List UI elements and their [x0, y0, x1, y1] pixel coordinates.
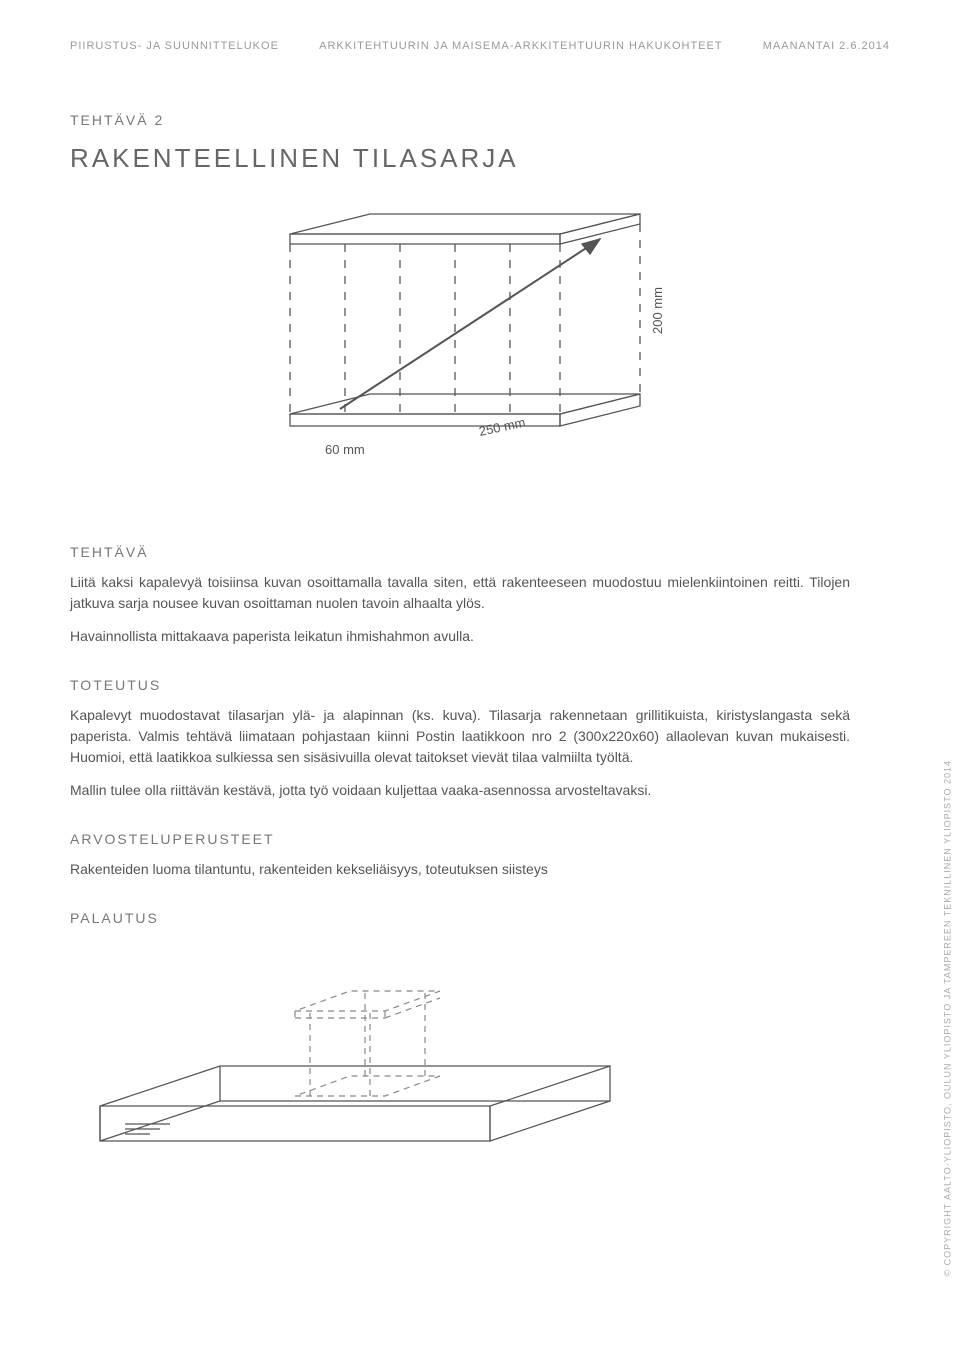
dim-depth-label: 250 mm [478, 414, 527, 438]
tehtava-paragraph-2: Havainnollista mittakaava paperista leik… [70, 626, 850, 647]
toteutus-paragraph-2: Mallin tulee olla riittävän kestävä, jot… [70, 780, 850, 801]
arvostelu-paragraph: Rakenteiden luoma tilantuntu, rakenteide… [70, 859, 850, 880]
toteutus-paragraph-1: Kapalevyt muodostavat tilasarjan ylä- ja… [70, 705, 850, 768]
dim-height-label: 200 mm [650, 287, 665, 334]
diagram-box [70, 946, 630, 1156]
header-center: ARKKITEHTUURIN JA MAISEMA-ARKKITEHTUURIN… [319, 40, 722, 52]
page-title: RAKENTEELLINEN TILASARJA [70, 143, 850, 174]
page-header: PIIRUSTUS- JA SUUNNITTELUKOE ARKKITEHTUU… [70, 40, 890, 52]
copyright-side-text: © COPYRIGHT AALTO-YLIOPISTO, OULUN YLIOP… [942, 760, 952, 1276]
content-column: TEHTÄVÄ 2 RAKENTEELLINEN TILASARJA [70, 112, 850, 1161]
dim-width-label: 60 mm [325, 442, 365, 457]
section-tehtava-title: TEHTÄVÄ [70, 544, 850, 560]
section-palautus-title: PALAUTUS [70, 910, 850, 926]
header-left: PIIRUSTUS- JA SUUNNITTELUKOE [70, 40, 279, 52]
section-toteutus-title: TOTEUTUS [70, 677, 850, 693]
diagram-slabs: 60 mm 250 mm 200 mm [230, 204, 690, 504]
task-number-label: TEHTÄVÄ 2 [70, 112, 850, 128]
tehtava-paragraph-1: Liitä kaksi kapalevyä toisiinsa kuvan os… [70, 572, 850, 614]
section-arvostelu-title: ARVOSTELUPERUSTEET [70, 831, 850, 847]
header-right: MAANANTAI 2.6.2014 [763, 40, 890, 52]
